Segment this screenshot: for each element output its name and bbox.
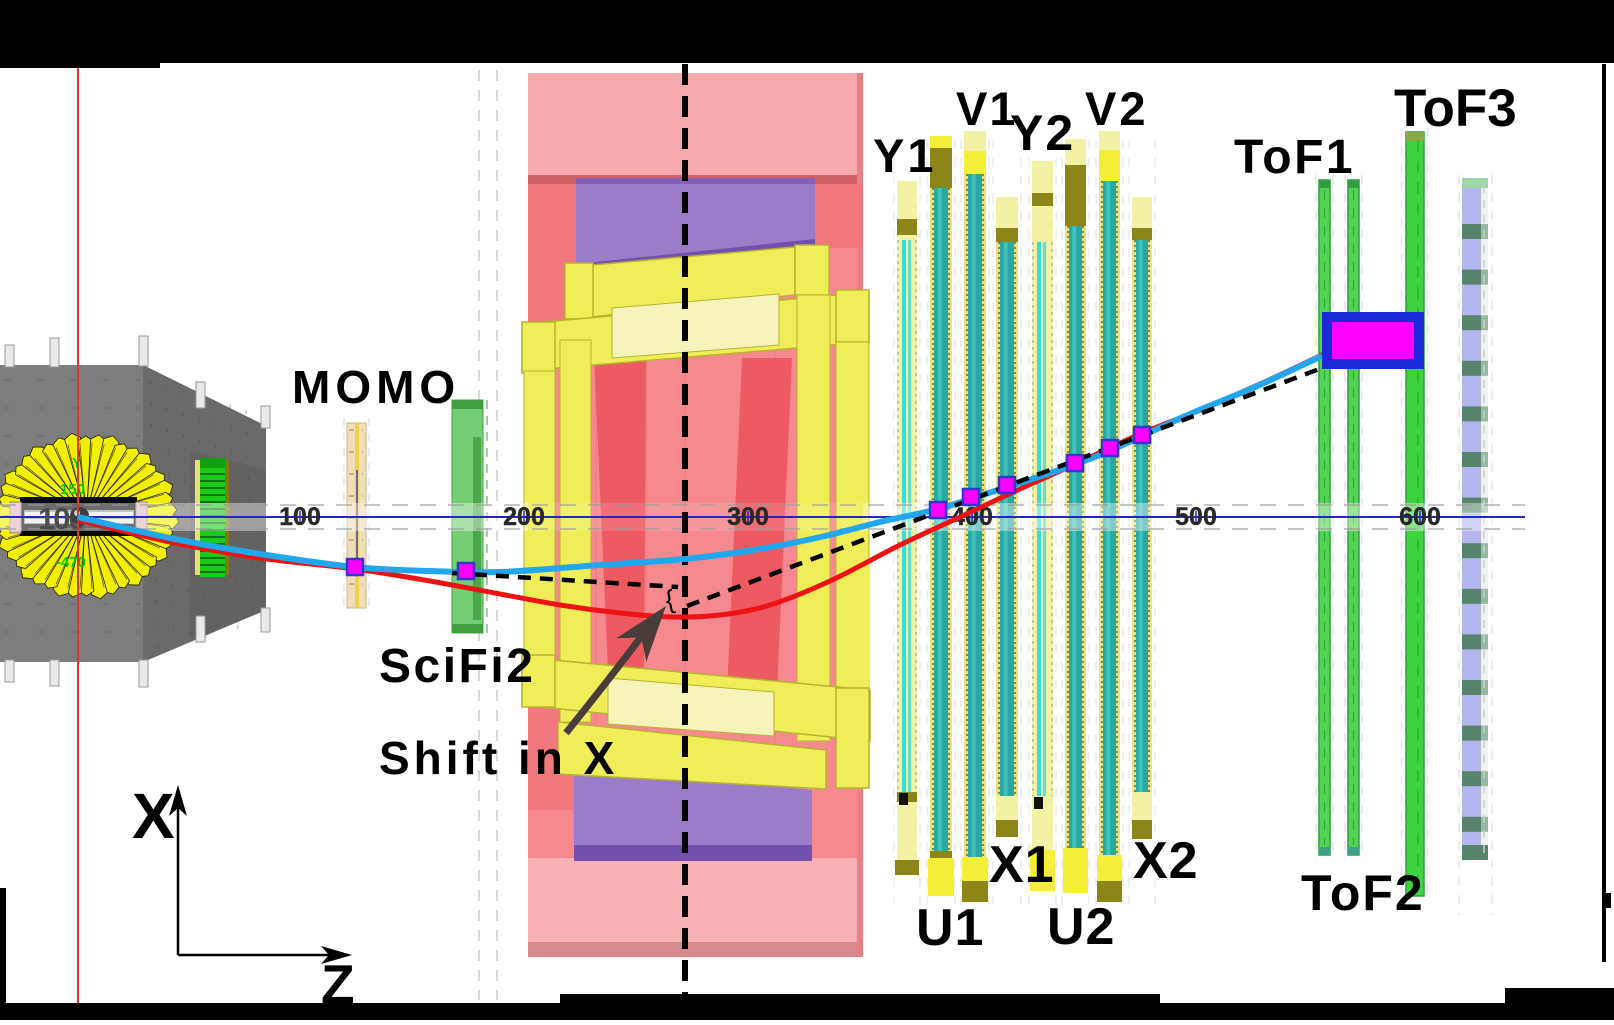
svg-text:Y2: Y2 <box>1010 105 1075 161</box>
svg-text:X2: X2 <box>1133 832 1199 890</box>
svg-text:MOMO: MOMO <box>292 361 460 413</box>
svg-text:500: 500 <box>1175 503 1217 531</box>
svg-text:300: 300 <box>727 503 769 531</box>
svg-text:ToF2: ToF2 <box>1301 865 1425 921</box>
svg-text:-470: -470 <box>56 554 86 571</box>
svg-text:100: 100 <box>279 503 321 531</box>
svg-text:X: X <box>132 780 175 852</box>
svg-text:Shift in X: Shift in X <box>379 732 618 784</box>
svg-text:U1: U1 <box>916 899 984 957</box>
svg-text:150: 150 <box>60 481 85 498</box>
svg-text:200: 200 <box>503 503 545 531</box>
svg-text:600: 600 <box>1399 503 1441 531</box>
svg-text:ToF3: ToF3 <box>1394 79 1517 138</box>
svg-text:V2: V2 <box>1085 82 1149 135</box>
svg-text:V1: V1 <box>956 82 1018 135</box>
svg-text:ToF1: ToF1 <box>1234 131 1355 184</box>
svg-text:Y1: Y1 <box>873 129 937 182</box>
svg-text:X1: X1 <box>989 836 1055 894</box>
svg-text:SciFi2: SciFi2 <box>379 640 535 693</box>
svg-text:U2: U2 <box>1047 898 1115 956</box>
